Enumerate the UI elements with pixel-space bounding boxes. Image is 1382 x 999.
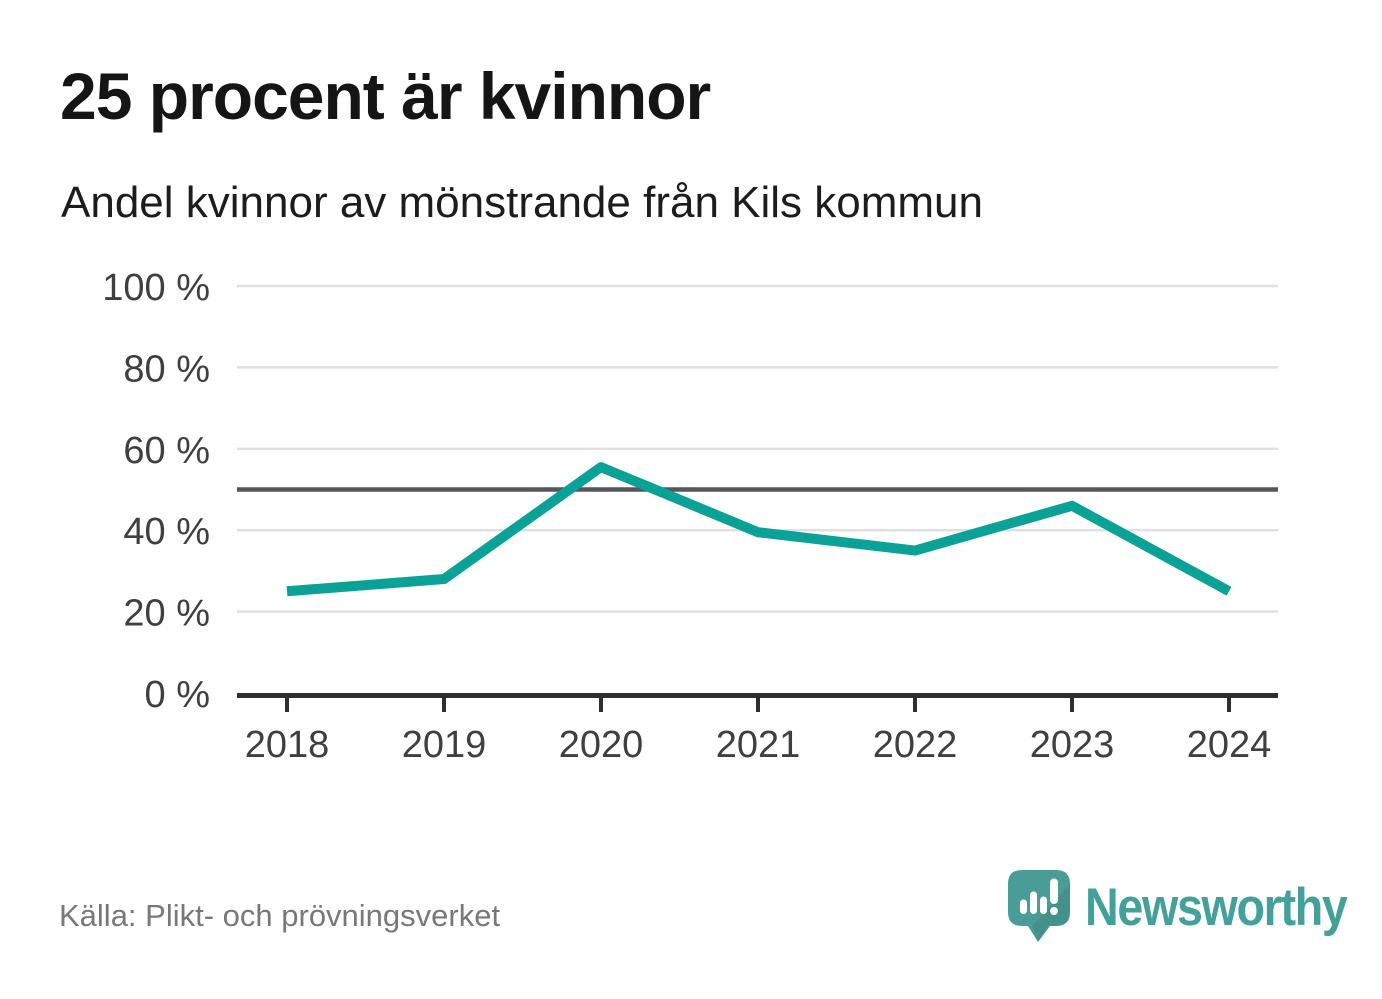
logo-bar-medium [1040,896,1047,914]
logo-exclamation-bar [1050,878,1058,904]
newsworthy-wordmark: Newsworthy [1085,877,1348,937]
x-axis-label: 2024 [1187,724,1272,766]
x-axis-label: 2021 [716,724,801,766]
logo-exclamation-dot [1050,907,1058,915]
y-axis-label: 20 % [123,593,210,635]
data-line [286,462,1232,597]
logo-bar-small [1020,899,1027,914]
newsworthy-logo-icon [1008,870,1070,942]
x-axis-label: 2023 [1030,724,1115,766]
y-axis-label: 60 % [123,430,210,472]
y-axis-label: 40 % [123,511,210,553]
y-axis-label: 100 % [102,267,210,309]
x-axis-label: 2018 [245,724,330,766]
x-axis-label: 2022 [873,724,958,766]
newsworthy-logo: Newsworthy [1008,870,1382,944]
source-note: Källa: Plikt- och prövningsverket [59,898,501,933]
x-axis-label: 2020 [559,724,644,766]
page-title: 25 procent är kvinnor [60,59,711,133]
y-axis-label: 0 % [145,674,210,716]
x-axis-label: 2019 [402,724,487,766]
y-axis-label: 80 % [123,348,210,390]
logo-bar-tall [1030,891,1037,914]
chart-subtitle: Andel kvinnor av mönstrande från Kils ko… [61,178,983,227]
